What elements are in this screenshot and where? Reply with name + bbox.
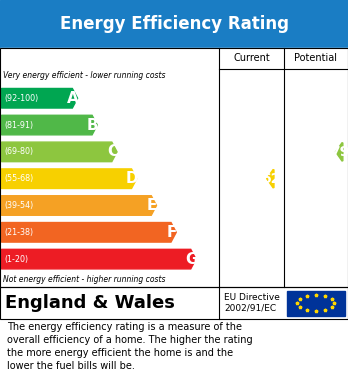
Text: Energy Efficiency Rating: Energy Efficiency Rating [60,15,288,33]
Text: B: B [87,118,98,133]
Bar [0,287,348,319]
Text: D: D [126,171,139,186]
Text: F: F [166,225,177,240]
Polygon shape [1,169,137,188]
Text: (1-20): (1-20) [4,255,28,264]
Polygon shape [1,142,117,161]
Text: (55-68): (55-68) [4,174,33,183]
Text: G: G [185,252,198,267]
Text: EU Directive
2002/91/EC: EU Directive 2002/91/EC [224,293,280,313]
Bar [0,0,348,48]
Text: Potential: Potential [294,54,337,63]
Text: E: E [147,198,157,213]
Text: 79: 79 [330,145,348,159]
Text: (21-38): (21-38) [4,228,33,237]
Text: (92-100): (92-100) [4,94,38,103]
Bar [0,48,348,287]
Text: (81-91): (81-91) [4,120,33,129]
Text: C: C [107,144,118,160]
Bar [0,48,348,287]
Polygon shape [267,170,274,188]
Text: Not energy efficient - higher running costs: Not energy efficient - higher running co… [3,275,165,284]
Bar [0,287,348,319]
Text: Current: Current [233,54,270,63]
Polygon shape [335,143,343,161]
Text: England & Wales: England & Wales [5,294,175,312]
Text: (69-80): (69-80) [4,147,33,156]
Polygon shape [1,249,196,269]
Polygon shape [1,115,97,135]
Text: Very energy efficient - lower running costs: Very energy efficient - lower running co… [3,71,165,80]
Text: The energy efficiency rating is a measure of the
overall efficiency of a home. T: The energy efficiency rating is a measur… [7,322,253,371]
Polygon shape [1,222,176,242]
Text: 62: 62 [261,172,280,186]
Text: (39-54): (39-54) [4,201,33,210]
Bar [0,319,348,391]
Polygon shape [1,196,157,215]
Text: A: A [67,91,79,106]
Polygon shape [1,88,78,108]
Bar [287,291,345,316]
